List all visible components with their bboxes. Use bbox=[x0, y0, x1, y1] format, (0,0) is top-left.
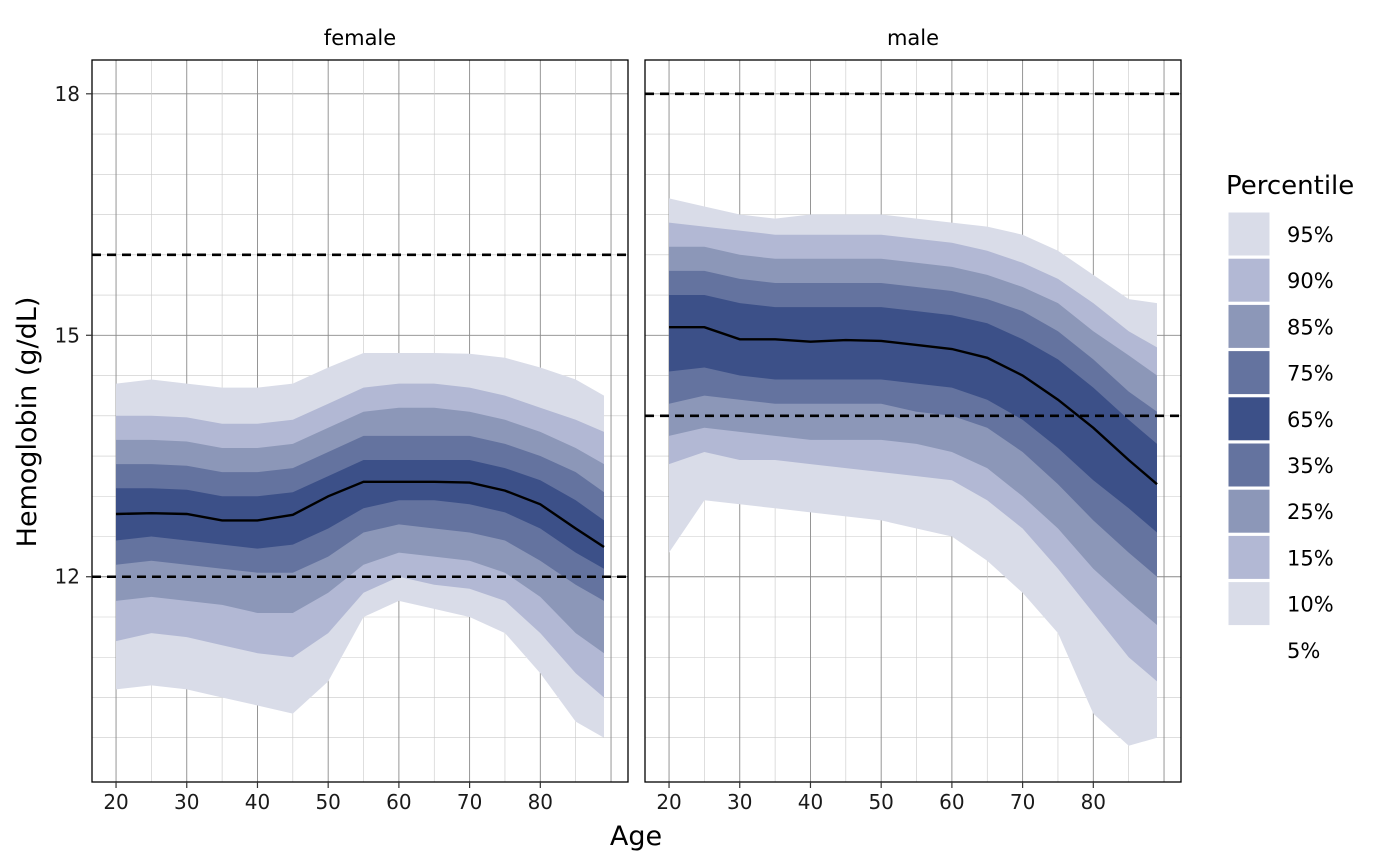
legend-label-5%: 5% bbox=[1287, 639, 1320, 663]
facet-label-male: male bbox=[887, 26, 939, 50]
legend-title: Percentile bbox=[1226, 171, 1354, 201]
facet-panels: female 20 30 40 50 60 70 80 12 15 18 male 20 30 40 50 60… bbox=[55, 26, 1182, 814]
band-35-65-male bbox=[669, 295, 1157, 533]
x-tick-label: 40 bbox=[245, 790, 270, 814]
x-tick-label: 50 bbox=[868, 790, 893, 814]
facet-label-female: female bbox=[324, 26, 396, 50]
legend-key-25% bbox=[1227, 488, 1271, 534]
legend-label-85%: 85% bbox=[1287, 315, 1334, 339]
x-tick-label: 50 bbox=[315, 790, 340, 814]
panel-female: female 20 30 40 50 60 70 80 12 15 18 bbox=[55, 26, 629, 814]
x-tick-label: 80 bbox=[528, 790, 553, 814]
x-tick-label: 40 bbox=[798, 790, 823, 814]
legend-key-15% bbox=[1227, 534, 1271, 580]
median-line-male bbox=[669, 326, 1158, 486]
panel-border-male bbox=[644, 59, 1182, 783]
x-tick-label: 70 bbox=[457, 790, 482, 814]
x-tick-label: 20 bbox=[103, 790, 128, 814]
legend-key-10% bbox=[1227, 581, 1271, 627]
panel-male: male 20 30 40 50 60 70 80 bbox=[644, 26, 1182, 814]
legend-key-75% bbox=[1227, 350, 1271, 396]
legend-key-85% bbox=[1227, 303, 1271, 349]
median-line-female bbox=[115, 480, 605, 549]
legend-key-35% bbox=[1227, 442, 1271, 488]
band-35-65-female bbox=[116, 460, 604, 569]
legend-label-25%: 25% bbox=[1287, 500, 1334, 524]
panel-border-female bbox=[91, 59, 629, 783]
legend-label-65%: 65% bbox=[1287, 408, 1334, 432]
x-tick-label: 60 bbox=[939, 790, 964, 814]
legend-label-75%: 75% bbox=[1287, 362, 1334, 386]
x-tick-label: 70 bbox=[1010, 790, 1035, 814]
legend-key-90% bbox=[1227, 257, 1271, 303]
legend-key-65% bbox=[1227, 396, 1271, 442]
x-axis-title: Age bbox=[610, 821, 662, 852]
bands-male bbox=[645, 92, 1181, 746]
legend-label-35%: 35% bbox=[1287, 454, 1334, 478]
x-tick-label: 20 bbox=[656, 790, 681, 814]
y-tick-label: 15 bbox=[55, 323, 80, 347]
x-tick-label: 60 bbox=[386, 790, 411, 814]
legend: 95% 90% 85% 75% 65% 35% 25% 15% 10% 5% bbox=[1227, 211, 1334, 663]
legend-label-90%: 90% bbox=[1287, 269, 1334, 293]
bands-female bbox=[92, 253, 628, 738]
legend-key-95% bbox=[1227, 211, 1271, 257]
legend-label-10%: 10% bbox=[1287, 593, 1334, 617]
y-tick-label: 12 bbox=[55, 565, 80, 589]
x-tick-label: 30 bbox=[174, 790, 199, 814]
x-tick-label: 80 bbox=[1081, 790, 1106, 814]
legend-label-95%: 95% bbox=[1287, 223, 1334, 247]
y-axis-title: Hemoglobin (g/dL) bbox=[12, 297, 43, 548]
legend-label-15%: 15% bbox=[1287, 546, 1334, 570]
x-tick-label: 30 bbox=[727, 790, 752, 814]
y-tick-label: 18 bbox=[55, 82, 80, 106]
